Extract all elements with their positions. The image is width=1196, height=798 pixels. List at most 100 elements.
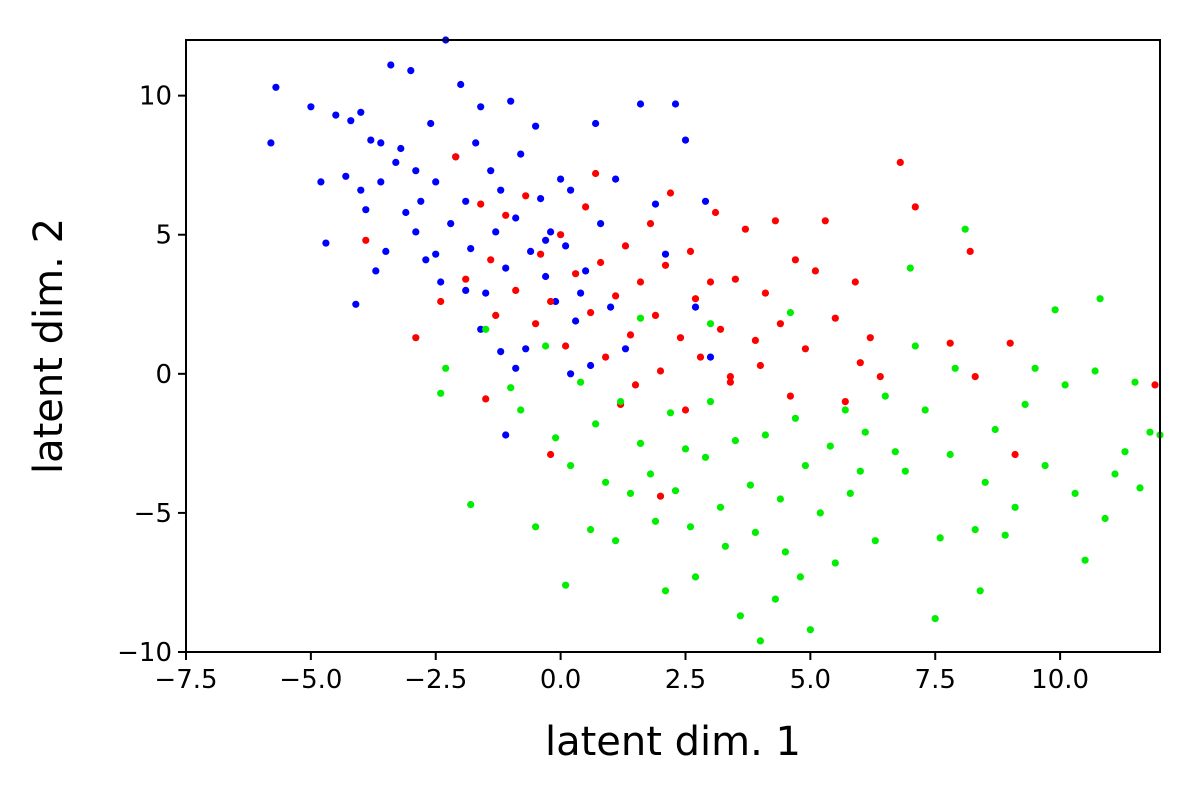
scatter-point [701, 453, 710, 461]
scatter-point [971, 373, 979, 381]
scatter-point [367, 136, 375, 144]
scatter-point [686, 247, 695, 255]
scatter-point [532, 320, 540, 328]
scatter-point [577, 378, 585, 386]
scatter-point [846, 489, 854, 497]
scatter-point [1111, 470, 1119, 478]
y-tick-label: 10 [139, 82, 172, 112]
scatter-point [592, 169, 600, 178]
scatter-point [562, 342, 570, 350]
scatter-point [487, 167, 495, 175]
scatter-point [636, 439, 645, 447]
scatter-point [307, 103, 315, 111]
scatter-point [532, 122, 540, 130]
scatter-point [547, 297, 555, 306]
scatter-point [661, 587, 670, 595]
scatter-point [357, 108, 365, 116]
scatter-point [636, 314, 645, 322]
scatter-point [1091, 367, 1099, 375]
scatter-point [706, 320, 715, 328]
scatter-point [512, 214, 520, 222]
scatter-point [911, 203, 919, 211]
scatter-point [427, 119, 435, 128]
scatter-point [1146, 428, 1154, 436]
scatter-point [721, 542, 730, 550]
scatter-point [587, 526, 595, 534]
scatter-point [761, 431, 770, 439]
scatter-point [562, 242, 570, 250]
scatter-point [592, 420, 600, 428]
scatter-point [1151, 381, 1159, 389]
scatter-point [332, 111, 340, 119]
scatter-point [552, 297, 560, 306]
scatter-point [587, 361, 595, 370]
scatter-point [597, 220, 605, 228]
scatter-point [457, 80, 465, 89]
x-tick-label: −7.5 [154, 665, 217, 695]
scatter-point [562, 581, 570, 589]
x-tick-label: 5.0 [790, 665, 831, 695]
scatter-point [512, 364, 520, 372]
scatter-point [856, 467, 864, 475]
scatter-point [876, 373, 884, 381]
scatter-point [362, 236, 370, 244]
scatter-point [811, 267, 820, 275]
scatter-point [497, 348, 505, 356]
scatter-point [1061, 381, 1069, 389]
scatter-point [1071, 489, 1079, 497]
scatter-point [517, 406, 525, 414]
scatter-point [666, 409, 675, 417]
x-tick-label: −2.5 [404, 665, 467, 695]
scatter-point [646, 470, 655, 478]
scatter-point [412, 167, 420, 175]
scatter-point [716, 325, 725, 333]
scatter-point [482, 289, 490, 297]
scatter-point [851, 278, 859, 286]
scatter-point [631, 381, 640, 389]
scatter-point [681, 406, 690, 414]
scatter-point [856, 359, 864, 367]
scatter-point [671, 487, 680, 495]
scatter-point [542, 342, 550, 350]
y-tick-label: 0 [155, 360, 172, 390]
scatter-point [482, 395, 490, 403]
scatter-point [691, 573, 700, 581]
scatter-point [582, 203, 590, 211]
scatter-point [377, 139, 385, 147]
scatter-point [407, 67, 415, 75]
scatter-point [612, 175, 620, 183]
scatter-point [776, 320, 785, 328]
scatter-point [587, 309, 595, 317]
scatter-point [437, 278, 445, 286]
scatter-point [771, 217, 780, 225]
scatter-point [322, 239, 330, 247]
scatter-point [731, 437, 740, 445]
scatter-point [502, 211, 510, 219]
scatter-point [946, 450, 954, 459]
scatter-point [691, 303, 700, 311]
scatter-point [1051, 306, 1059, 314]
scatter-point [791, 414, 800, 422]
scatter-point [1081, 556, 1089, 564]
scatter-point [651, 200, 660, 208]
scatter-point [896, 158, 904, 166]
x-axis-ticks: −7.5 −5.0 −2.5 0.0 2.5 5.0 7.5 10.0 [154, 652, 1089, 695]
scatter-point [626, 489, 635, 497]
scatter-point [377, 178, 385, 186]
scatter-point [936, 534, 944, 542]
scatter-point [826, 442, 834, 450]
scatter-point [462, 275, 470, 283]
scatter-point [412, 334, 420, 342]
scatter-point [397, 144, 405, 153]
y-axis-label: latent dim. 2 [26, 218, 72, 474]
scatter-point [462, 286, 470, 294]
scatter-point [751, 336, 760, 344]
scatter-point [467, 501, 475, 509]
scatter-point [597, 258, 605, 267]
scatter-point [726, 378, 735, 386]
scatter-point [1101, 514, 1109, 523]
scatter-point [472, 139, 480, 147]
scatter-point [507, 384, 515, 392]
scatter-point [871, 537, 879, 545]
scatter-point [761, 289, 770, 297]
